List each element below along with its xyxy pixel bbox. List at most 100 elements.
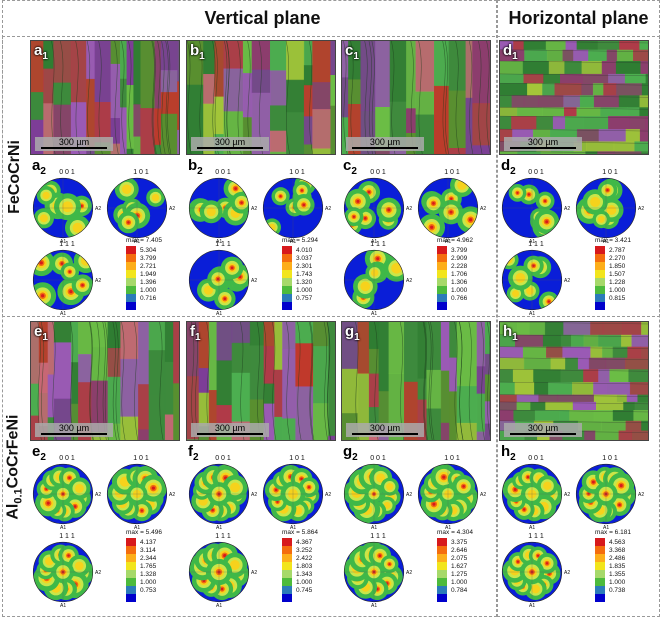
scale-tick-labels: 3.375 2.646 2.075 1.627 1.275 1.000 0.784 [451,538,467,594]
micrograph-h1: h1 300 µm [499,321,649,441]
scale-tick: 0.753 [140,587,157,594]
scale-bar-line [352,433,418,435]
scale-tick: 1.000 [296,287,313,294]
pole-figure-title: 1 0 1 [444,169,460,176]
scale-tick: 1.000 [609,579,626,586]
scale-bar-label: 300 µm [58,423,90,433]
scale-tick: 2.228 [451,263,468,270]
color-scale-segment [282,570,292,578]
pole-figure-title: 1 0 1 [133,169,149,176]
axis-a2-label: A2 [564,278,571,284]
scale-tick: 4.563 [609,539,626,546]
scale-tick-labels: 3.799 2.909 2.228 1.706 1.306 1.000 0.766 [451,246,467,302]
color-scale-segment [595,246,605,254]
panel-b: b1 300 µm b2 0 0 1 A1 A2 1 0 1 A1 A2 1 1 1 A1 A2 max… [186,40,336,317]
pole-figure-title: 1 0 1 [602,455,618,462]
panel-label-d1: d1 [503,42,518,62]
panel-label-a2: a2 [32,157,46,177]
scale-tick: 1.765 [140,563,157,570]
color-scale-segment [437,246,447,254]
color-scale-segment [437,286,447,294]
panel-label-f1: f1 [190,323,201,343]
color-scale-segment [282,254,292,262]
scale-bar: 300 µm [504,423,582,437]
color-scale-segment [126,278,136,286]
color-scale-segment [126,538,136,546]
panel-g: g1 300 µm g2 0 0 1 A1 A2 1 0 1 A1 A2 1 1 1 A1 A2 max… [341,321,491,613]
intensity-scale-h2: max = 6.181 4.563 3.368 2.486 1.835 1.355 1.00… [595,529,649,609]
scale-tick: 1.850 [609,263,626,270]
axis-a2-label: A2 [251,570,258,576]
color-scale-segment [595,294,605,302]
color-scale-segment [595,286,605,294]
axis-a2-label: A2 [564,492,571,498]
scale-tick: 1.396 [140,279,157,286]
scale-bar-line [41,147,107,149]
color-scale-segment [126,286,136,294]
pole-figure-title: 1 0 1 [289,455,305,462]
axis-a1-label: A1 [60,603,67,609]
micrograph-e1: e1 300 µm [30,321,180,441]
pole-figure-a2-1: 1 0 1 A1 A2 [106,169,176,247]
scale-tick: 4.010 [296,247,313,254]
scale-bar-label: 300 µm [527,137,559,147]
color-scale-segment [282,286,292,294]
scale-tick: 4.367 [296,539,313,546]
pole-figure-title: 1 1 1 [59,241,75,248]
axis-a1-label: A1 [290,239,297,245]
color-scale-segment [595,562,605,570]
scale-tick: 2.909 [451,255,468,262]
panel-c: c1 300 µm c2 0 0 1 A1 A2 1 0 1 A1 A2 1 1 1 A1 A2 max… [341,40,491,317]
scale-tick: 1.507 [609,271,626,278]
pole-figure-title: 1 0 1 [602,169,618,176]
scale-tick: 2.270 [609,255,626,262]
scale-bar: 300 µm [346,137,424,151]
intensity-scale-d2: max = 3.421 2.787 2.270 1.850 1.507 1.228 1.00… [595,237,649,317]
scale-tick: 0.784 [451,587,468,594]
pole-figure-f2-1: 1 0 1 A1 A2 [262,455,332,533]
scale-tick: 1.000 [140,287,157,294]
panel-label-f2: f2 [188,443,199,463]
color-scale-segment [282,278,292,286]
panel-label-e2: e2 [32,443,46,463]
color-scale-segment [437,570,447,578]
scale-tick: 1.000 [140,579,157,586]
scale-bar: 300 µm [346,423,424,437]
panel-d: d1 300 µm d2 0 0 1 A1 A2 1 0 1 A1 A2 1 1 1 A1 A2 max… [499,40,649,317]
intensity-scale-f2: max = 5.864 4.367 3.252 2.422 1.803 1.343 1.00… [282,529,336,609]
axis-a2-label: A2 [564,206,571,212]
panel-label-h1: h1 [503,323,518,343]
color-scale-segment [282,294,292,302]
axis-a2-label: A2 [251,492,258,498]
color-scale-bar [437,538,447,602]
color-scale-segment [282,262,292,270]
color-scale-bar [595,538,605,602]
scale-tick: 1.328 [140,571,157,578]
panel-label-d2: d2 [501,157,516,177]
scale-tick: 2.486 [609,555,626,562]
panel-label-b2: b2 [188,157,203,177]
scale-tick: 0.815 [609,295,626,302]
axis-a1-label: A1 [290,525,297,531]
scale-max-label: max = 6.181 [595,529,631,536]
scale-bar: 300 µm [35,423,113,437]
scale-tick-labels: 2.787 2.270 1.850 1.507 1.228 1.000 0.815 [609,246,625,302]
scale-tick-labels: 4.137 3.114 2.344 1.765 1.328 1.000 0.753 [140,538,156,594]
color-scale-bar [126,246,136,310]
panel-label-c1: c1 [345,42,359,62]
panel-h: h1 300 µm h2 0 0 1 A1 A2 1 0 1 A1 A2 1 1 1 A1 A2 max… [499,321,649,613]
axis-a1-label: A1 [445,525,452,531]
scale-tick: 1.706 [451,271,468,278]
scale-bar-line [510,433,576,435]
color-scale-segment [282,562,292,570]
scale-bar: 300 µm [35,137,113,151]
pole-figure-g2-2: 1 1 1 A1 A2 [343,533,413,611]
pole-figure-title: 0 0 1 [59,455,75,462]
pole-figure-title: 0 0 1 [528,455,544,462]
color-scale-segment [282,246,292,254]
color-scale-segment [595,546,605,554]
axis-a1-label: A1 [603,239,610,245]
scale-tick: 1.000 [451,579,468,586]
color-scale-segment [126,246,136,254]
color-scale-segment [126,562,136,570]
